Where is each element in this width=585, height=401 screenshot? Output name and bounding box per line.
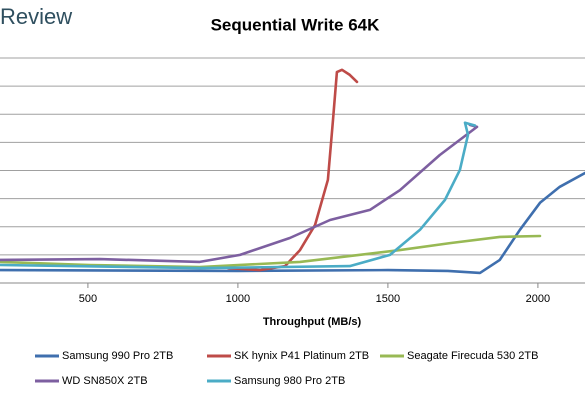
series-line — [0, 234, 542, 269]
series-line — [0, 121, 477, 270]
legend-label: Samsung 990 Pro 2TB — [62, 350, 173, 362]
legend-label: SK hynix P41 Platinum 2TB — [234, 350, 369, 362]
series-line — [226, 68, 359, 272]
x-tick-label: 1500 — [376, 293, 400, 305]
x-tick-label: 1000 — [226, 293, 250, 305]
chart-title: Sequential Write 64K — [211, 15, 381, 34]
legend-label: Samsung 980 Pro 2TB — [234, 375, 345, 387]
series-line — [0, 171, 585, 275]
legend-label: Seagate Firecuda 530 2TB — [407, 350, 538, 362]
series-line — [0, 123, 479, 264]
x-axis-label: Throughput (MB/s) — [263, 316, 362, 328]
x-tick-label: 2000 — [526, 293, 550, 305]
brand: Review — [0, 4, 72, 29]
x-tick-label: 500 — [79, 293, 97, 305]
legend-label: WD SN850X 2TB — [62, 375, 148, 387]
